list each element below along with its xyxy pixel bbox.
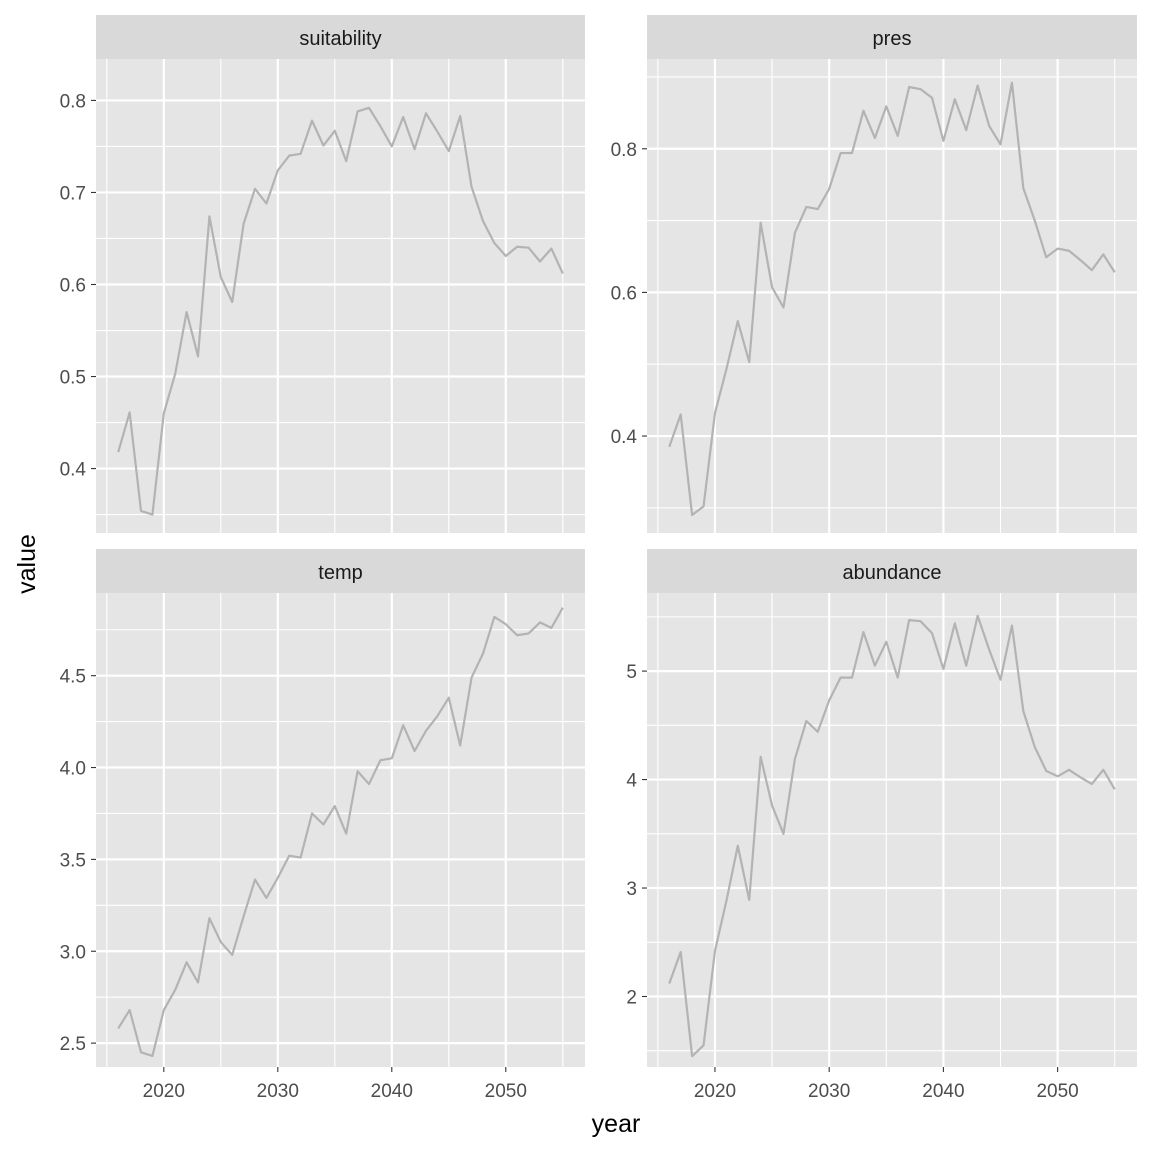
panel-background xyxy=(647,59,1137,533)
x-tick-label: 2030 xyxy=(808,1081,850,1102)
y-tick-label: 0.8 xyxy=(60,91,86,112)
y-tick-label: 0.6 xyxy=(60,275,86,296)
x-tick-label: 2040 xyxy=(922,1081,964,1102)
x-tick-label: 2050 xyxy=(485,1081,527,1102)
y-tick-label: 0.8 xyxy=(611,140,637,161)
strip-background xyxy=(647,15,1137,59)
y-tick-label: 0.4 xyxy=(60,460,87,481)
x-tick-label: 2040 xyxy=(371,1081,413,1102)
x-tick-label: 2020 xyxy=(694,1081,736,1102)
y-tick-label: 0.7 xyxy=(60,183,86,204)
y-tick-label: 3 xyxy=(626,879,637,900)
facet-panel-suitability: suitability 0.4 0.5 0.6 0.7 0.8 xyxy=(60,15,585,533)
series-line-pres xyxy=(668,81,1116,517)
series-line-abundance xyxy=(668,614,1116,1058)
y-tick-label: 2 xyxy=(626,987,637,1008)
y-tick-label: 3.5 xyxy=(60,850,86,871)
strip-label: abundance xyxy=(843,562,942,584)
y-tick-label: 5 xyxy=(626,662,637,683)
y-tick-label: 4.5 xyxy=(60,667,86,688)
y-tick-label: 0.6 xyxy=(611,283,637,304)
strip-background xyxy=(96,549,585,593)
y-tick-label: 4 xyxy=(626,771,637,792)
y-tick-label: 2.5 xyxy=(60,1034,86,1055)
strip-background xyxy=(96,15,585,59)
x-tick-label: 2030 xyxy=(257,1081,299,1102)
y-tick-label: 4.0 xyxy=(60,759,86,780)
x-axis-title: year xyxy=(592,1110,641,1138)
strip-background xyxy=(647,549,1137,593)
y-tick-label: 0.5 xyxy=(60,368,86,389)
strip-label: suitability xyxy=(299,28,381,50)
y-tick-label: 3.0 xyxy=(60,942,86,963)
panel-background xyxy=(96,59,585,533)
x-tick-label: 2020 xyxy=(143,1081,185,1102)
facet-panel-abundance: abundance 2 3 4 5 2020 2030 2040 2050 xyxy=(626,549,1137,1102)
facet-panel-pres: pres 0.4 0.6 0.8 xyxy=(611,15,1137,533)
series-line-temp xyxy=(117,607,564,1058)
y-axis-title: value xyxy=(13,534,41,594)
series-line-suitability xyxy=(117,106,564,516)
panel-background xyxy=(96,593,585,1067)
facet-panels: suitability 0.4 0.5 0.6 0.7 0.8 pres 0.4 0.6 0.8 t… xyxy=(60,15,1137,1102)
x-tick-label: 2050 xyxy=(1036,1081,1078,1102)
strip-label: pres xyxy=(873,28,912,50)
facet-panel-temp: temp 2.5 3.0 3.5 4.0 4.5 2020 2030 2040 2050 xyxy=(60,549,585,1102)
strip-label: temp xyxy=(318,562,362,584)
y-tick-label: 0.4 xyxy=(611,427,638,448)
